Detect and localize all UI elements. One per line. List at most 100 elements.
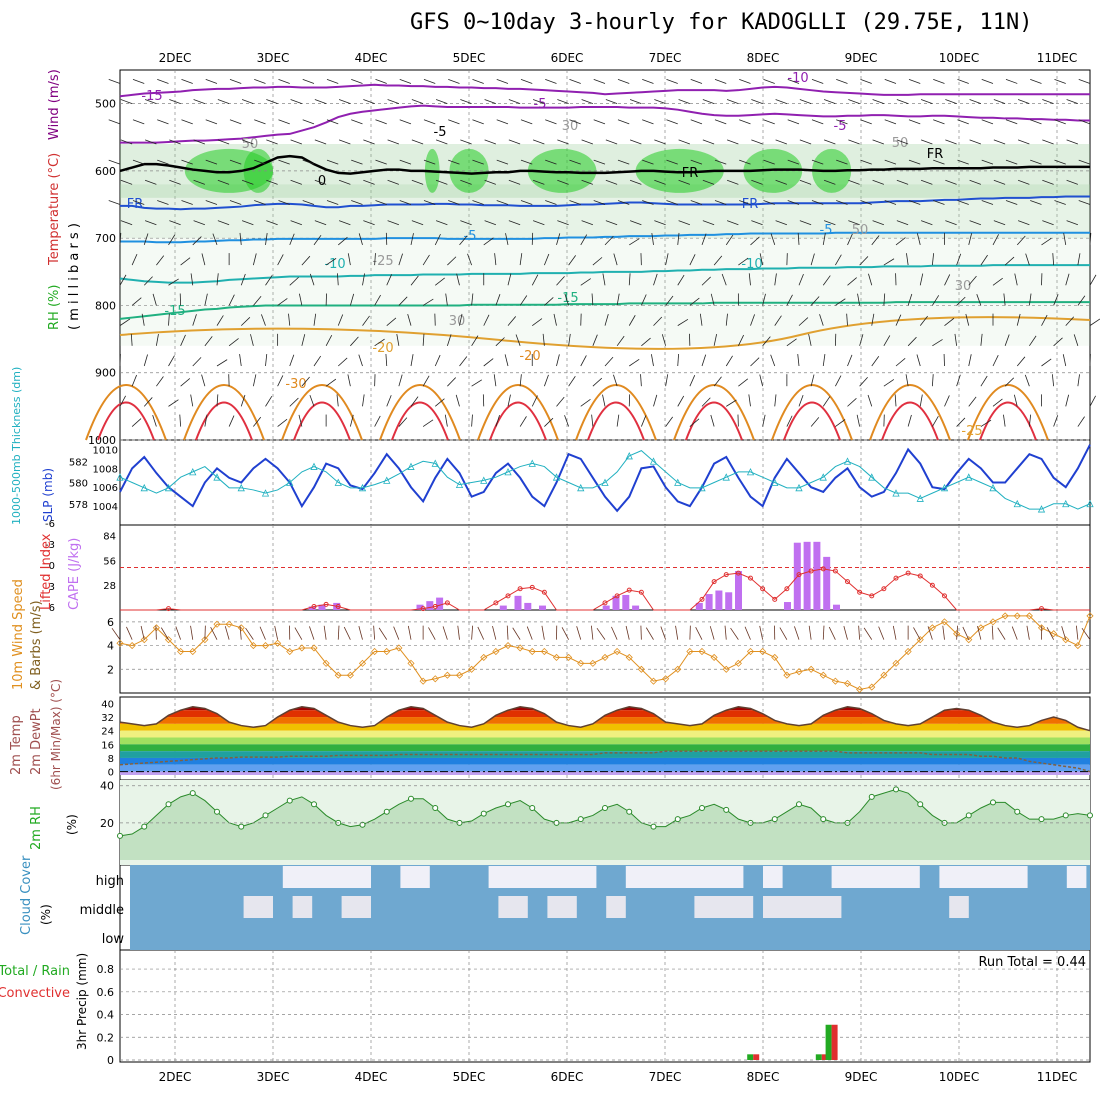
- wind-barb: [835, 419, 846, 427]
- wind-barb: [945, 179, 957, 185]
- wind-speed-marker: [286, 647, 294, 656]
- wind-barb: [448, 159, 460, 165]
- wind-barb: [666, 78, 678, 84]
- wind-barb: [568, 333, 571, 346]
- slp-line: [119, 444, 1091, 513]
- wind-barb: [131, 253, 138, 266]
- lifted-index-marker: [917, 573, 923, 579]
- isotherm-35-arc: [195, 401, 253, 441]
- wind-barb: [908, 159, 921, 165]
- isotherm-35-arc: [391, 401, 449, 441]
- wind-barb: [751, 139, 763, 145]
- wind-speed-marker: [310, 644, 318, 652]
- wind-barb: [515, 334, 521, 346]
- wind-barb: [201, 253, 206, 266]
- wind-barb: [288, 313, 291, 326]
- wind-barb: [289, 233, 295, 246]
- thickness-marker: [310, 462, 318, 470]
- wind-barb: [798, 394, 804, 407]
- wind-barb: [823, 99, 836, 105]
- wind-barb-10m: [822, 625, 825, 640]
- wind-speed-marker: [140, 636, 148, 644]
- wind-barb: [542, 333, 545, 346]
- wind-barb: [981, 78, 994, 84]
- cloud-middle-block: [763, 896, 842, 918]
- lifted-index-marker: [735, 570, 741, 576]
- wind-barb: [156, 255, 165, 266]
- wind-barb: [157, 200, 169, 205]
- contour-label: 30: [955, 279, 972, 294]
- wind-speed-marker: [589, 659, 597, 667]
- wind-barb: [993, 220, 1006, 226]
- wind-barb: [298, 293, 303, 306]
- wind-barb: [1078, 78, 1091, 84]
- wind-barb: [762, 336, 771, 347]
- pressure-tick-label: 800: [95, 299, 116, 312]
- wind-barb: [190, 394, 194, 407]
- wind-barb-10m: [744, 626, 751, 640]
- wind-barb: [157, 119, 169, 125]
- wind-barb-10m: [373, 625, 376, 640]
- wind-barb: [859, 376, 868, 387]
- wind-barb: [944, 274, 951, 286]
- rh-marker: [117, 832, 123, 839]
- rh-marker: [602, 805, 608, 811]
- wind-barb: [859, 256, 869, 266]
- wind-barb: [301, 376, 310, 387]
- wind-barb: [799, 179, 812, 185]
- wind-barb: [1004, 334, 1010, 346]
- wind-barb: [290, 220, 303, 226]
- wind-barb: [169, 139, 181, 145]
- wind-barb: [933, 78, 945, 84]
- contour-label: 0: [318, 174, 326, 189]
- wind-speed-marker: [225, 620, 233, 628]
- isotherm-35-arc: [979, 401, 1037, 441]
- wind-barb: [313, 313, 317, 326]
- wind-barb: [653, 273, 658, 286]
- wind-barb: [1063, 233, 1067, 245]
- wind-barb: [689, 254, 696, 266]
- wind-barb: [884, 159, 897, 165]
- wind-barb: [665, 374, 669, 387]
- rh-marker: [868, 793, 875, 800]
- wind-barb: [362, 273, 365, 286]
- wind-barb: [156, 376, 164, 387]
- wind-barb: [957, 159, 969, 165]
- wind-barb: [309, 273, 315, 286]
- wind-barb: [314, 179, 327, 185]
- wind-barb: [519, 295, 528, 306]
- wind-barb: [1041, 358, 1052, 367]
- wind-speed-marker: [601, 653, 609, 661]
- cloud-middle-block: [341, 896, 371, 918]
- wind-barb: [484, 220, 497, 226]
- cape-bar: [318, 604, 326, 610]
- cloud-row-label: middle: [80, 903, 124, 918]
- wind-barb: [629, 238, 640, 246]
- wind-barb: [786, 415, 793, 427]
- wind-barb-10m: [625, 625, 630, 640]
- wind-barb: [617, 78, 630, 84]
- wind-barb-10m: [956, 625, 959, 640]
- wind-barb: [205, 159, 218, 165]
- temp-color-band: [120, 757, 1090, 765]
- wind-barb: [860, 78, 872, 84]
- cape-bar: [725, 592, 733, 610]
- wind-barb: [1030, 119, 1042, 125]
- wind-barb: [738, 378, 749, 387]
- wind-barb: [130, 333, 133, 346]
- wind-barb: [132, 78, 145, 84]
- isotherm-30-arc: [281, 384, 363, 441]
- wind-barb: [616, 335, 625, 347]
- wind-barb: [290, 139, 303, 145]
- contour-label: FR: [127, 197, 144, 212]
- lifted-index-line: [120, 568, 1090, 611]
- wind-barb: [1005, 119, 1018, 125]
- wind-speed-marker: [989, 618, 997, 626]
- isotherm--10: [119, 83, 1090, 98]
- wind-barb: [920, 99, 933, 105]
- wind-speed-marker: [358, 659, 367, 667]
- thickness-marker: [965, 473, 973, 481]
- cloud-middle-block: [606, 896, 626, 918]
- wind-barb: [422, 419, 434, 427]
- cloud-middle-block: [498, 896, 528, 918]
